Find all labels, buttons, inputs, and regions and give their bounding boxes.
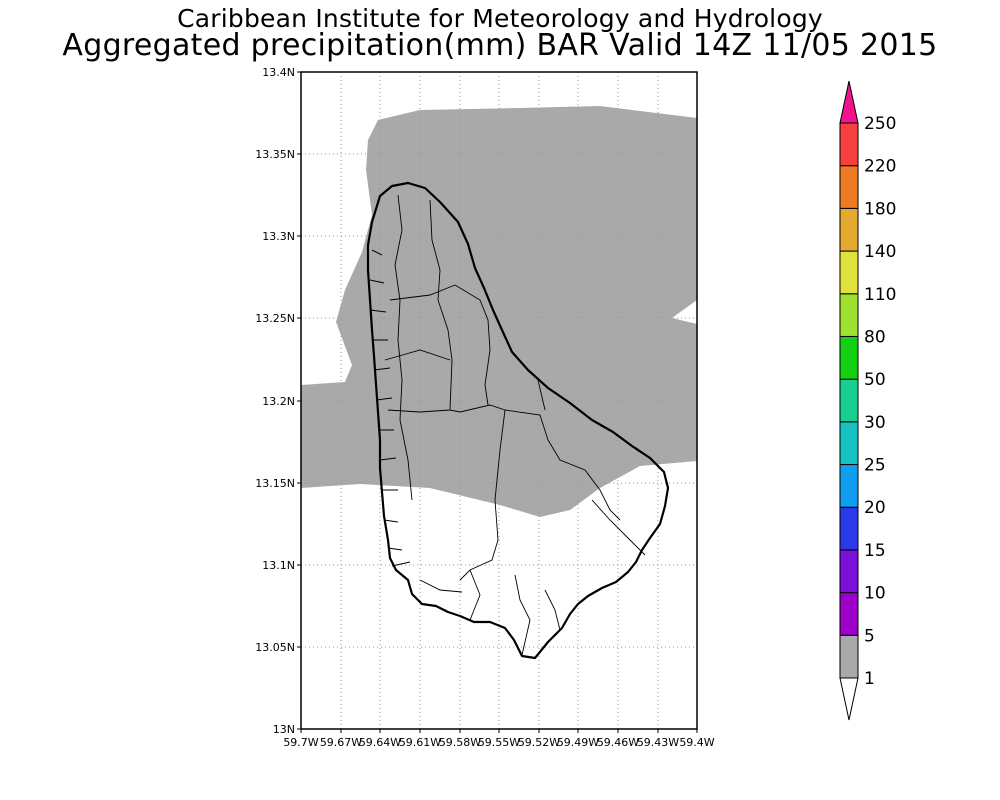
island-outline bbox=[366, 181, 670, 660]
lat-tick-label: 13N bbox=[273, 723, 295, 736]
lat-tick-label: 13.15N bbox=[255, 477, 295, 490]
lon-tick-label: 59.58W bbox=[439, 736, 481, 749]
internal-boundaries bbox=[384, 194, 646, 656]
colorbar-label: 250 bbox=[864, 114, 896, 134]
lon-tick-label: 59.52W bbox=[518, 736, 560, 749]
lat-tick-label: 13.05N bbox=[255, 641, 295, 654]
colorbar-segment bbox=[839, 549, 859, 594]
colorbar-low-arrow bbox=[839, 677, 859, 721]
colorbar-segment bbox=[839, 335, 859, 380]
title-line-1: Caribbean Institute for Meteorology and … bbox=[177, 4, 823, 33]
colorbar-label: 5 bbox=[864, 626, 875, 646]
lat-tick-label: 13.2N bbox=[262, 395, 295, 408]
lat-tick-label: 13.1N bbox=[262, 559, 295, 572]
lon-tick-label: 59.55W bbox=[478, 736, 520, 749]
lon-tick-label: 59.64W bbox=[359, 736, 401, 749]
colorbar-label: 140 bbox=[864, 242, 896, 262]
colorbar-segment bbox=[839, 165, 859, 209]
colorbar-label: 80 bbox=[864, 327, 886, 347]
colorbar-label: 10 bbox=[864, 584, 886, 604]
colorbar-label: 110 bbox=[864, 285, 896, 305]
lon-tick-label: 59.43W bbox=[637, 736, 679, 749]
map-area bbox=[301, 72, 697, 729]
precip-area-shading bbox=[301, 106, 697, 517]
title-line-2: Aggregated precipitation(mm) BAR Valid 1… bbox=[62, 28, 938, 63]
colorbar-segment bbox=[839, 421, 859, 466]
lat-tick-label: 13.35N bbox=[255, 148, 295, 161]
colorbar-segment bbox=[839, 464, 859, 508]
colorbar-segment bbox=[839, 122, 859, 167]
lon-tick-label: 59.67W bbox=[320, 736, 362, 749]
lat-tick-label: 13.25N bbox=[255, 312, 295, 325]
colorbar-label: 50 bbox=[864, 370, 886, 390]
lon-tick-label: 59.4W bbox=[679, 736, 714, 749]
lon-tick-label: 59.7W bbox=[283, 736, 318, 749]
colorbar-label: 15 bbox=[864, 541, 886, 561]
colorbar-label: 20 bbox=[864, 498, 886, 518]
axis-ticks bbox=[297, 71, 698, 733]
west-coast-detail bbox=[369, 249, 411, 567]
lat-tick-label: 13.4N bbox=[262, 66, 295, 79]
colorbar-segment bbox=[839, 207, 859, 252]
colorbar-label: 220 bbox=[864, 157, 896, 177]
lat-axis: 13.4N 13.35N 13.3N 13.25N 13.2N 13.15N 1… bbox=[255, 66, 295, 736]
colorbar-high-arrow bbox=[839, 80, 859, 124]
colorbar-label: 180 bbox=[864, 199, 896, 219]
colorbar-label: 1 bbox=[864, 669, 875, 689]
lon-tick-label: 59.49W bbox=[557, 736, 599, 749]
lon-tick-label: 59.61W bbox=[399, 736, 441, 749]
colorbar-segment bbox=[839, 634, 859, 679]
colorbar-label: 30 bbox=[864, 413, 886, 433]
colorbar-segment bbox=[839, 506, 859, 551]
map-gridlines bbox=[301, 72, 697, 729]
lon-tick-label: 59.46W bbox=[597, 736, 639, 749]
colorbar-label: 25 bbox=[864, 456, 886, 476]
lon-axis: 59.7W 59.67W 59.64W 59.61W 59.58W 59.55W… bbox=[283, 736, 714, 749]
colorbar-segment bbox=[839, 293, 859, 337]
colorbar-segment bbox=[839, 250, 859, 295]
colorbar-segment bbox=[839, 592, 859, 636]
lat-tick-label: 13.3N bbox=[262, 230, 295, 243]
colorbar-segment bbox=[839, 378, 859, 423]
